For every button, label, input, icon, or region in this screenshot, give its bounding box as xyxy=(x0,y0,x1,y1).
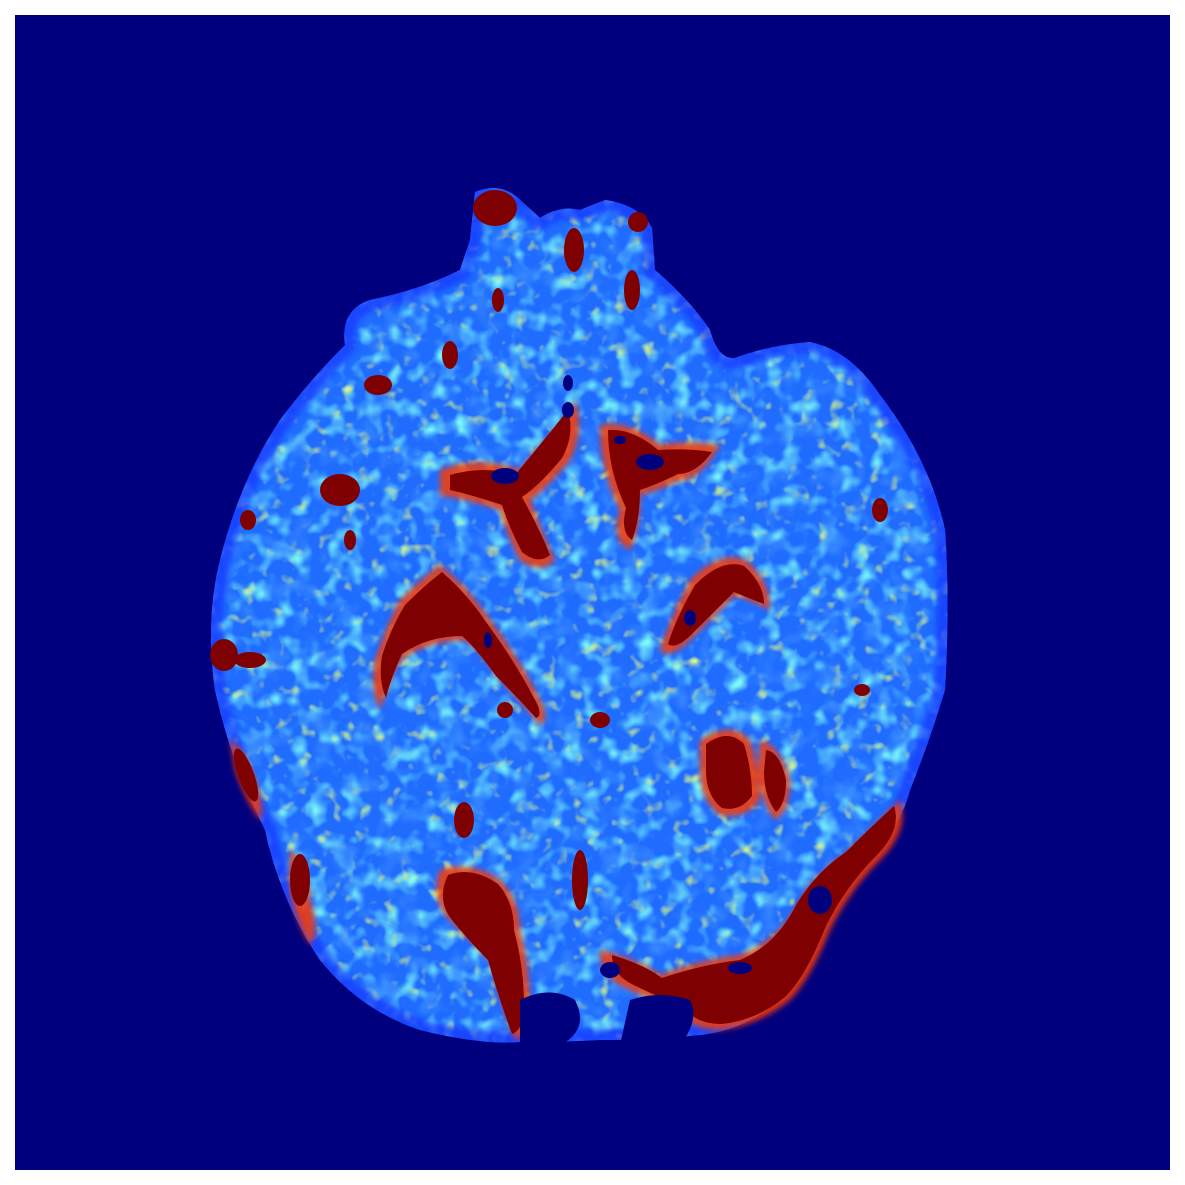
vessel-lumens xyxy=(484,375,832,1045)
vessel-frontal-right xyxy=(608,429,712,540)
vessel-sylvian-left xyxy=(380,572,540,718)
vessel-temporal-right xyxy=(706,736,752,809)
high-perfusion-core xyxy=(210,190,896,1034)
vessel-occipital-right xyxy=(612,806,896,1024)
vessel-occipital-left xyxy=(442,872,524,1034)
vessel-frontal-left xyxy=(450,410,571,560)
